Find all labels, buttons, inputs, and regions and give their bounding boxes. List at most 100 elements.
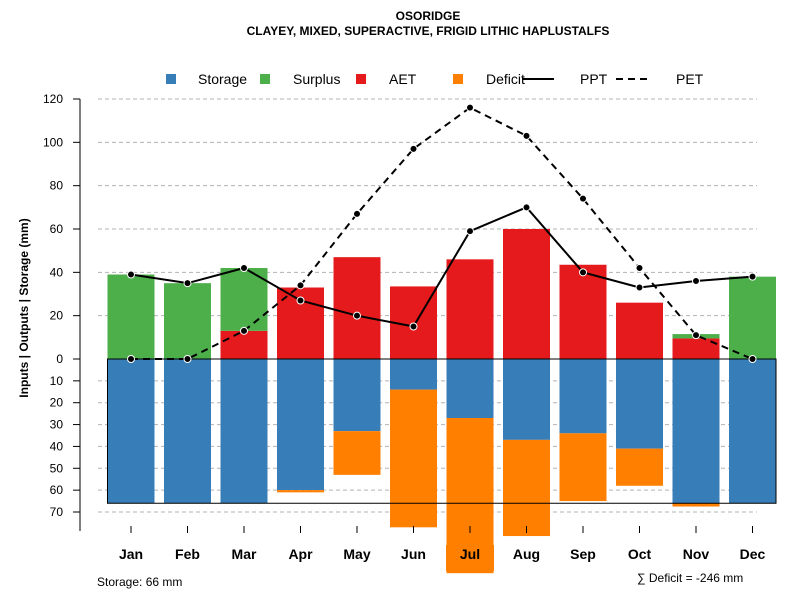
legend: Storage Surplus AET Deficit PPT PET bbox=[166, 71, 704, 87]
surplus-bar-Dec bbox=[729, 276, 776, 359]
x-label-Apr: Apr bbox=[288, 546, 313, 562]
storage-bar-Dec bbox=[729, 359, 776, 504]
x-label-Feb: Feb bbox=[175, 546, 200, 562]
bars bbox=[107, 229, 777, 574]
deficit-bar-Jun bbox=[390, 389, 437, 528]
storage-bar-Apr bbox=[277, 359, 324, 491]
y-tick-label-lower-40: 40 bbox=[50, 439, 64, 453]
legend-swatch-aet bbox=[356, 74, 366, 84]
ppt-point-Aug bbox=[522, 203, 531, 212]
pet-point-Jan bbox=[127, 355, 135, 363]
y-tick-label-lower-10: 10 bbox=[50, 374, 64, 388]
storage-bar-Jan bbox=[107, 359, 155, 504]
legend-label-surplus: Surplus bbox=[293, 71, 340, 87]
y-axis-label: Inputs | Outputs | Storage (mm) bbox=[17, 218, 31, 397]
legend-swatch-storage bbox=[166, 74, 176, 84]
legend-label-aet: AET bbox=[389, 71, 417, 87]
pet-point-Sep bbox=[579, 194, 587, 203]
pet-point-Mar bbox=[240, 326, 248, 335]
x-label-Sep: Sep bbox=[570, 546, 596, 562]
deficit-bar-Oct bbox=[616, 448, 663, 486]
y-tick-label-upper-120: 120 bbox=[43, 92, 63, 106]
storage-bar-Mar bbox=[220, 359, 268, 504]
storage-bar-Feb bbox=[164, 359, 211, 504]
series-lines bbox=[127, 103, 757, 363]
storage-bar-Sep bbox=[559, 359, 607, 434]
pet-point-Aug bbox=[522, 131, 531, 140]
pet-point-Apr bbox=[296, 281, 305, 290]
aet-bar-May bbox=[333, 257, 381, 359]
storage-bar-Oct bbox=[616, 359, 663, 449]
aet-bar-Oct bbox=[616, 302, 663, 359]
ppt-point-Jul bbox=[466, 227, 474, 236]
deficit-bar-Sep bbox=[559, 433, 607, 502]
ppt-point-Dec bbox=[748, 272, 757, 281]
surplus-bar-Mar bbox=[220, 268, 268, 331]
pet-point-Nov bbox=[692, 331, 700, 340]
pet-point-Feb bbox=[183, 355, 192, 363]
deficit-bar-Apr bbox=[277, 490, 324, 493]
x-label-Jun: Jun bbox=[401, 546, 426, 562]
storage-bar-Aug bbox=[503, 359, 550, 440]
ppt-point-May bbox=[353, 311, 361, 320]
y-tick-label-lower-50: 50 bbox=[50, 461, 64, 475]
chart-title: OSORIDGE bbox=[396, 9, 461, 23]
aet-bar-Aug bbox=[503, 229, 550, 359]
deficit-bar-May bbox=[333, 431, 381, 475]
storage-note: Storage: 66 mm bbox=[97, 575, 182, 589]
storage-bar-Nov bbox=[672, 359, 720, 504]
storage-bar-May bbox=[333, 359, 381, 432]
legend-swatch-deficit bbox=[453, 74, 463, 84]
legend-swatch-surplus bbox=[260, 74, 270, 84]
y-tick-label-lower-30: 30 bbox=[50, 418, 64, 432]
aet-bar-Jul bbox=[446, 259, 494, 359]
ppt-point-Sep bbox=[579, 268, 587, 277]
surplus-bar-Feb bbox=[164, 283, 211, 359]
deficit-note: ∑ Deficit = -246 mm bbox=[637, 571, 743, 585]
surplus-bar-Jan bbox=[107, 274, 155, 359]
storage-bar-Jun bbox=[390, 359, 437, 390]
ppt-line bbox=[130, 206, 753, 328]
ppt-point-Mar bbox=[240, 264, 248, 272]
deficit-bar-Nov bbox=[672, 503, 720, 507]
x-label-Jan: Jan bbox=[119, 546, 143, 562]
ppt-point-Jan bbox=[127, 270, 135, 279]
y-tick-label-upper-60: 60 bbox=[50, 222, 64, 236]
x-highlight-Jul bbox=[446, 545, 494, 571]
chart-subtitle: CLAYEY, MIXED, SUPERACTIVE, FRIGID LITHI… bbox=[247, 24, 610, 38]
pet-point-Jul bbox=[466, 103, 474, 112]
pet-point-May bbox=[353, 209, 361, 218]
x-label-Aug: Aug bbox=[513, 546, 540, 562]
pet-point-Oct bbox=[635, 264, 644, 272]
ppt-point-Oct bbox=[635, 283, 644, 292]
x-label-Dec: Dec bbox=[740, 546, 766, 562]
x-label-Nov: Nov bbox=[683, 546, 710, 562]
y-tick-label-upper-100: 100 bbox=[43, 135, 63, 149]
aet-bar-Sep bbox=[559, 264, 607, 359]
legend-label-deficit: Deficit bbox=[486, 71, 525, 87]
x-label-Mar: Mar bbox=[232, 546, 257, 562]
ppt-point-Feb bbox=[183, 279, 192, 288]
ppt-point-Apr bbox=[296, 296, 305, 305]
pet-point-Jun bbox=[409, 144, 418, 153]
y-tick-label-lower-70: 70 bbox=[50, 505, 64, 519]
storage-bar-Jul bbox=[446, 359, 494, 419]
axes: 0 20 40 60 80 100 120 10 20 30 40 50 60 70 Jan Feb Mar Ap… bbox=[43, 92, 766, 571]
x-label-May: May bbox=[343, 546, 370, 562]
y-tick-label-upper-20: 20 bbox=[50, 309, 64, 323]
y-tick-label-lower-20: 20 bbox=[50, 396, 64, 410]
pet-line bbox=[131, 106, 753, 360]
ppt-point-Jun bbox=[409, 322, 418, 331]
legend-label-storage: Storage bbox=[198, 71, 247, 87]
legend-label-ppt: PPT bbox=[580, 71, 608, 87]
x-label-Oct: Oct bbox=[628, 546, 652, 562]
legend-label-pet: PET bbox=[676, 71, 704, 87]
deficit-bar-Aug bbox=[503, 439, 550, 537]
y-tick-label-upper-80: 80 bbox=[50, 179, 64, 193]
aet-bar-Mar bbox=[220, 330, 268, 359]
aet-bar-Nov bbox=[672, 338, 720, 359]
y-tick-label-upper-40: 40 bbox=[50, 265, 64, 279]
y-tick-label-upper-0: 0 bbox=[56, 352, 63, 366]
ppt-point-Nov bbox=[692, 277, 700, 285]
